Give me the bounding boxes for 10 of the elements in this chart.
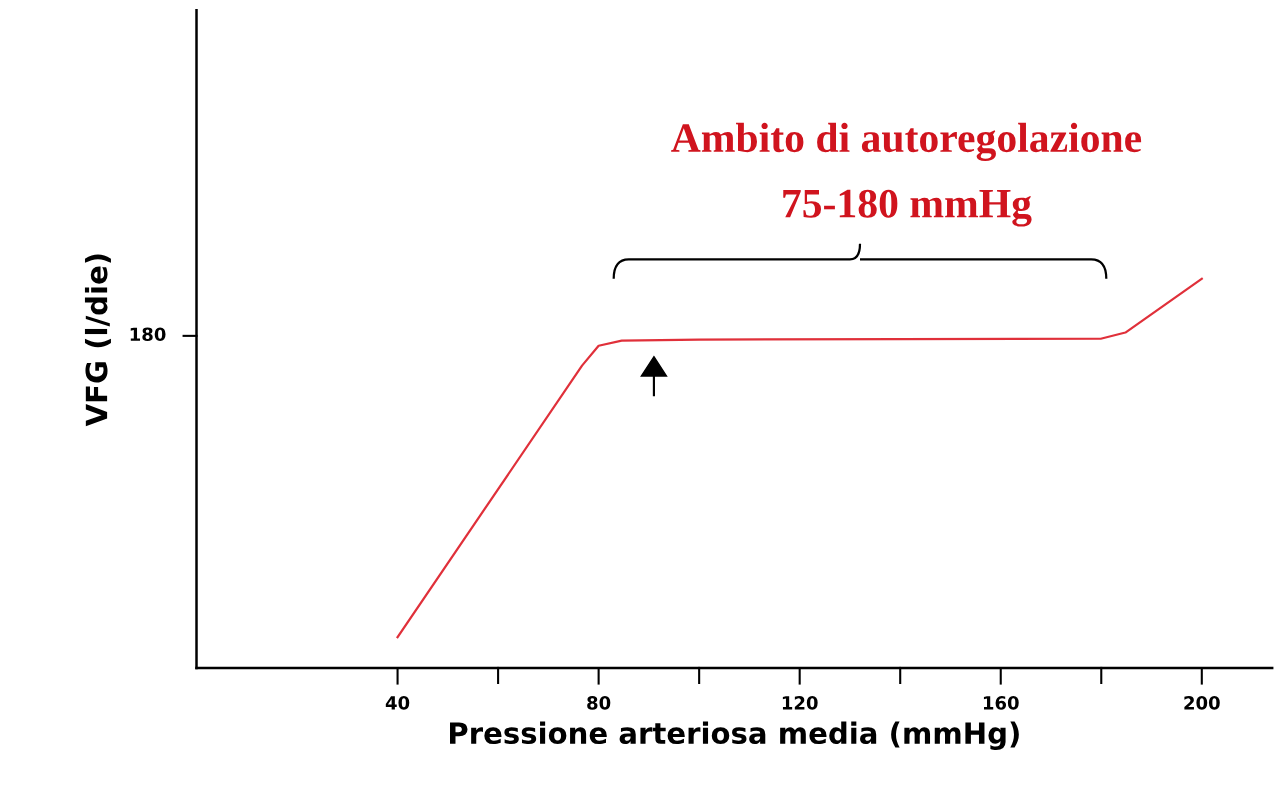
- x-axis-title: Pressione arteriosa media (mmHg): [450, 721, 1019, 750]
- x-tick-label: 160: [983, 696, 1019, 710]
- text: Ambito di autoregolazione: [671, 122, 1142, 161]
- x-tick-label: 80: [587, 696, 611, 710]
- x-tick-label: 40: [385, 696, 410, 710]
- text: 180: [130, 327, 166, 342]
- x-tick-label: 120: [782, 696, 818, 710]
- y-axis-title: VFG (l/die): [84, 254, 111, 427]
- x-tick-label: 200: [1184, 696, 1220, 710]
- text: 75-180 mmHg: [783, 189, 1032, 227]
